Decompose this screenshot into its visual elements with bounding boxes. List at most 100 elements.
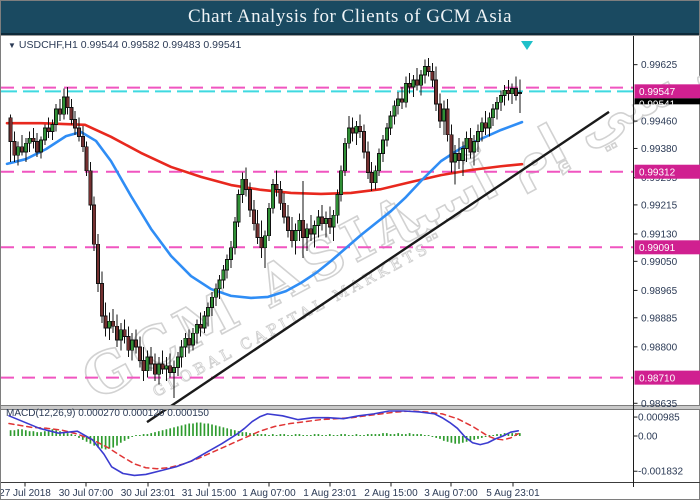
candle-body — [347, 128, 350, 143]
candle-body — [484, 123, 487, 128]
candle-body — [165, 366, 168, 369]
candle-body — [416, 80, 419, 85]
candle-body — [62, 97, 65, 114]
candle-body — [191, 333, 194, 345]
candle-body — [123, 330, 126, 337]
candle-body — [96, 244, 99, 283]
candle-body — [473, 142, 476, 152]
price-tick-label: 0.99215 — [641, 200, 678, 211]
candle-body — [366, 152, 369, 173]
candle-body — [469, 138, 472, 152]
arrow-down-marker[interactable] — [521, 41, 533, 50]
macd-signal-line — [9, 411, 518, 469]
candle-body — [108, 321, 111, 328]
candle-body — [514, 89, 517, 96]
candle-body — [32, 138, 35, 141]
title-bar: Chart Analysis for Clients of GCM Asia — [1, 1, 699, 35]
price-tick-label: 0.98800 — [641, 342, 678, 353]
candle-body — [309, 229, 312, 234]
candle-body — [43, 128, 46, 140]
candle-body — [85, 147, 88, 171]
candle-body — [461, 148, 464, 160]
price-tick-label: 0.98885 — [641, 313, 678, 324]
time-tick-label: 3 Aug 07:00 — [424, 488, 478, 499]
level-price-box-text: 0.99547 — [639, 87, 676, 98]
candle-body — [218, 280, 221, 289]
candle-body — [404, 83, 407, 102]
candle-body — [100, 284, 103, 316]
candle-body — [74, 119, 77, 128]
candle-body — [127, 337, 130, 351]
candle-body — [385, 128, 388, 140]
candle-body — [454, 154, 457, 163]
price-axis: 0.996250.994600.993800.992950.992150.991… — [634, 60, 700, 478]
candle-body — [271, 184, 274, 208]
candle-body — [47, 128, 50, 131]
candle-body — [381, 140, 384, 154]
candle-body — [332, 215, 335, 227]
candle-body — [180, 347, 183, 357]
chart-dropdown-icon[interactable]: ▼ — [8, 41, 16, 50]
price-tick-label: 0.99460 — [641, 117, 678, 128]
level-price-box-text: 0.99091 — [639, 243, 676, 254]
candle-body — [245, 179, 248, 189]
candle-body — [340, 171, 343, 195]
level-price-box-text: 0.98710 — [639, 373, 676, 384]
candle-body — [93, 205, 96, 244]
macd-tick-label: -0.001832 — [638, 467, 683, 478]
candle-body — [150, 357, 153, 364]
candle-body — [389, 116, 392, 128]
time-tick-label: 30 Jul 07:00 — [59, 488, 114, 499]
candle-body — [260, 237, 263, 247]
time-tick-label: 5 Aug 23:01 — [486, 488, 540, 499]
candle-body — [378, 154, 381, 171]
candle-body — [131, 340, 134, 350]
candle-body — [89, 171, 92, 205]
candle-body — [77, 128, 80, 137]
time-tick-label: 30 Jul 23:01 — [121, 488, 176, 499]
candle-body — [438, 104, 441, 121]
candle-body — [176, 357, 179, 367]
candle-body — [146, 357, 149, 371]
candle-body — [28, 138, 31, 143]
candle-body — [279, 190, 282, 204]
candle-body — [13, 142, 16, 156]
candle-body — [256, 224, 259, 238]
price-tick-label: 0.99380 — [641, 144, 678, 155]
candle-body — [499, 95, 502, 102]
time-tick-label: 27 Jul 2018 — [1, 488, 51, 499]
candle-body — [359, 126, 362, 131]
candle-body — [241, 179, 244, 194]
candle-body — [81, 136, 84, 146]
candle-body — [492, 109, 495, 118]
candle-body — [370, 172, 373, 182]
candle-body — [248, 190, 251, 211]
macd-indicator-label: MACD(12,26,9) 0.000270 0.000120 0.000150 — [6, 408, 209, 419]
price-tick-label: 0.99130 — [641, 229, 678, 240]
candle-body — [374, 171, 377, 183]
candle-body — [9, 118, 12, 142]
candle-body — [58, 109, 61, 114]
candle-body — [507, 90, 510, 93]
candle-body — [480, 123, 483, 132]
time-tick-label: 31 Jul 15:00 — [182, 488, 237, 499]
candle-body — [511, 89, 514, 94]
candle-body — [142, 361, 145, 371]
time-tick-label: 2 Aug 15:00 — [364, 488, 418, 499]
candle-body — [400, 99, 403, 102]
candle-body — [39, 140, 42, 152]
candle-body — [412, 80, 415, 87]
candle-body — [210, 297, 213, 307]
candle-body — [169, 366, 172, 373]
candle-body — [419, 75, 422, 85]
candle-body — [435, 80, 438, 104]
candle-body — [431, 71, 434, 80]
candle-body — [222, 270, 225, 280]
candle-body — [157, 364, 160, 374]
candle-body — [51, 125, 54, 132]
candle-body — [20, 147, 23, 152]
candle-body — [237, 195, 240, 222]
